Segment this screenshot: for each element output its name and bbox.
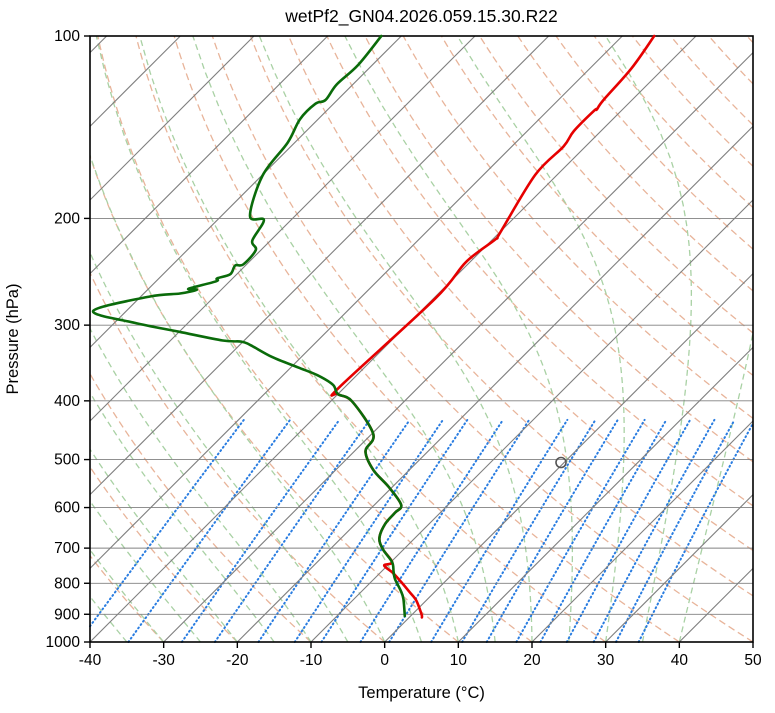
svg-text:800: 800 <box>54 575 80 592</box>
svg-text:Temperature (°C): Temperature (°C) <box>358 684 485 702</box>
svg-text:-20: -20 <box>226 652 249 669</box>
svg-text:600: 600 <box>54 500 80 517</box>
svg-text:10: 10 <box>450 652 468 669</box>
svg-text:900: 900 <box>54 606 80 623</box>
svg-text:-40: -40 <box>79 652 102 669</box>
svg-text:0: 0 <box>380 652 389 669</box>
svg-text:100: 100 <box>54 28 80 45</box>
svg-text:40: 40 <box>671 652 689 669</box>
svg-text:wetPf2_GN04.2026.059.15.30.R22: wetPf2_GN04.2026.059.15.30.R22 <box>284 6 557 27</box>
svg-text:500: 500 <box>54 452 80 469</box>
svg-text:Pressure (hPa): Pressure (hPa) <box>4 284 22 395</box>
svg-text:400: 400 <box>54 393 80 410</box>
svg-text:300: 300 <box>54 317 80 334</box>
svg-text:1000: 1000 <box>46 634 81 651</box>
svg-text:30: 30 <box>597 652 615 669</box>
svg-text:-10: -10 <box>300 652 323 669</box>
svg-text:20: 20 <box>523 652 541 669</box>
svg-text:-30: -30 <box>152 652 175 669</box>
svg-text:50: 50 <box>744 652 762 669</box>
svg-text:700: 700 <box>54 540 80 557</box>
svg-text:200: 200 <box>54 210 80 227</box>
